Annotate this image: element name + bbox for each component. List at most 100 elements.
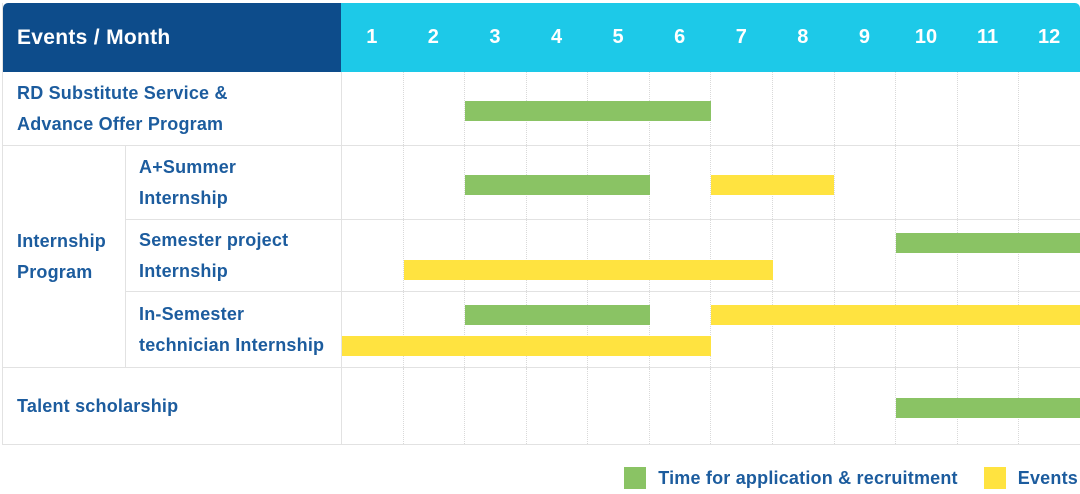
row-rd-substitute-service: RD Substitute Service & Advance Offer Pr… <box>3 72 1080 146</box>
month-column <box>773 146 835 219</box>
month-column <box>404 220 466 291</box>
row-label-aplus-summer: A+Summer Internship <box>125 146 341 219</box>
month-header-3: 3 <box>489 26 501 48</box>
row-chart-aplus-summer <box>341 146 1080 219</box>
month-column <box>650 220 712 291</box>
month-column <box>650 368 712 444</box>
legend-label-application-recruitment: Time for application & recruitment <box>658 467 958 488</box>
month-column <box>342 146 404 219</box>
row-label-in-semester-technician: In-Semester technician Internship <box>125 292 341 367</box>
header-months-band: 1 2 3 4 5 6 7 8 9 10 11 12 <box>341 3 1080 72</box>
events-bar <box>403 260 773 280</box>
application-recruitment-bar <box>465 174 650 195</box>
month-column <box>588 368 650 444</box>
row-label-talent-scholarship: Talent scholarship <box>17 395 179 416</box>
month-column <box>958 146 1020 219</box>
month-column <box>465 220 527 291</box>
month-column <box>404 72 466 145</box>
month-header-11: 11 <box>976 26 999 48</box>
month-column <box>896 292 958 367</box>
row-label-semester-project: Semester project Internship <box>125 220 341 291</box>
row-aplus-summer-internship: A+Summer Internship <box>125 146 1080 220</box>
month-column <box>711 72 774 145</box>
month-column <box>773 72 835 145</box>
legend-label-events: Events <box>1017 467 1078 488</box>
month-header-12: 12 <box>1038 26 1061 48</box>
row-label-rd-substitute: RD Substitute Service & Advance Offer Pr… <box>17 82 228 134</box>
month-column <box>773 368 835 444</box>
row-chart-semester-project <box>341 220 1080 291</box>
events-bar <box>711 305 1080 325</box>
month-column <box>465 368 527 444</box>
month-column <box>527 220 589 291</box>
row-chart-rd-substitute <box>341 72 1080 145</box>
month-column <box>342 292 404 367</box>
month-column <box>835 220 897 291</box>
header-events-month-cell: Events / Month <box>3 3 341 72</box>
month-grid <box>342 72 1080 145</box>
internship-program-subrows: A+Summer Internship Semester project Int… <box>125 146 1080 367</box>
month-header-4: 4 <box>550 26 563 48</box>
month-column <box>711 220 774 291</box>
month-column <box>404 292 466 367</box>
application-recruitment-bar <box>465 305 650 325</box>
events-bar <box>711 174 834 195</box>
events-bar <box>342 336 711 356</box>
month-column <box>1019 146 1080 219</box>
month-column <box>958 220 1020 291</box>
month-column <box>465 292 527 367</box>
application-recruitment-bar <box>895 398 1080 418</box>
month-column <box>958 72 1020 145</box>
month-column <box>650 292 712 367</box>
month-column <box>1019 72 1080 145</box>
month-grid <box>342 292 1080 367</box>
group-label-internship-program: Internship Program <box>17 230 107 282</box>
application-recruitment-bar <box>465 100 711 121</box>
month-column <box>835 368 897 444</box>
month-column <box>588 220 650 291</box>
month-column <box>835 72 897 145</box>
row-in-semester-technician-internship: In-Semester technician Internship <box>125 292 1080 367</box>
month-column <box>342 220 404 291</box>
month-column <box>588 292 650 367</box>
month-column <box>650 146 712 219</box>
month-column <box>342 72 404 145</box>
month-header-2: 2 <box>427 26 439 48</box>
month-header-1: 1 <box>366 26 378 48</box>
month-column <box>1019 220 1080 291</box>
month-column <box>896 220 958 291</box>
month-header-6: 6 <box>674 26 686 48</box>
month-column <box>896 72 958 145</box>
month-column <box>527 292 589 367</box>
month-header-10: 10 <box>914 26 938 48</box>
month-header-5: 5 <box>612 26 624 48</box>
month-column <box>711 292 774 367</box>
month-column <box>342 368 404 444</box>
internship-program-group: Internship Program A+Summer Internship S… <box>3 146 1080 368</box>
row-talent-scholarship: Talent scholarship <box>3 368 1080 444</box>
month-column <box>958 292 1020 367</box>
application-recruitment-swatch <box>624 467 647 489</box>
month-header-9: 9 <box>858 26 870 48</box>
month-column <box>404 146 466 219</box>
events-month-table: Events / Month 1 2 3 4 5 6 7 8 9 10 11 12 RD Substi… <box>2 3 1080 445</box>
month-grid <box>342 220 1080 291</box>
month-column <box>711 368 774 444</box>
month-column <box>1019 292 1080 367</box>
application-recruitment-bar <box>895 233 1080 253</box>
table-header-row: Events / Month 1 2 3 4 5 6 7 8 9 10 11 12 <box>3 3 1080 72</box>
month-column <box>773 220 835 291</box>
month-column <box>835 146 897 219</box>
month-column <box>835 292 897 367</box>
month-column <box>404 368 466 444</box>
row-chart-in-semester-technician <box>341 292 1080 367</box>
month-header-7: 7 <box>735 26 747 48</box>
month-column <box>527 368 589 444</box>
events-swatch <box>983 467 1006 489</box>
month-column <box>773 292 835 367</box>
legend: Time for application & recruitment Event… <box>2 467 1080 489</box>
row-chart-talent-scholarship <box>341 368 1080 444</box>
row-semester-project-internship: Semester project Internship <box>125 220 1080 292</box>
month-column <box>896 146 958 219</box>
